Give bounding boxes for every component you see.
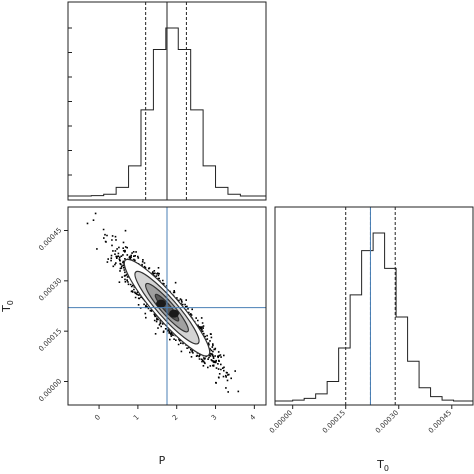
scatter-y-axis-title: T0 [0, 300, 15, 313]
scatter-xtick-label: 4 [249, 413, 258, 422]
histogram-t0-x-ticks: 0.00000 0.00015 0.00030 0.00045 [268, 405, 453, 435]
histogram-p-frame [67, 1, 267, 201]
scatter-xtick-label: 2 [171, 413, 180, 422]
histogram-t0-xtick-label: 0.00030 [374, 409, 400, 435]
histogram-t0-xtick-label: 0.00015 [321, 409, 347, 435]
scatter-xtick-label: 0 [93, 413, 102, 422]
histogram-t0-quantiles [345, 207, 396, 405]
y-axis-title-subscript: 0 [6, 300, 15, 305]
scatter-xtick-label: 3 [210, 413, 219, 422]
histogram-t0-xtick-label: 0.00000 [268, 409, 294, 435]
contour-core-blob [169, 309, 179, 318]
x-axis-title-subscript: 0 [384, 464, 389, 473]
scatter-frame [67, 206, 267, 406]
scatter-ytick-label: 0.00045 [37, 226, 63, 252]
histogram-step-line [68, 27, 266, 197]
scatter-ytick-label: 0.00015 [37, 327, 63, 353]
scatter-ytick-label: 0.00000 [37, 377, 63, 403]
x-axis-title-letter: T [376, 458, 384, 471]
histogram-p-yticks [68, 27, 72, 176]
scatter-x-ticks: 0 1 2 3 4 [93, 405, 258, 422]
histogram-t0-xtick-label: 0.00045 [427, 409, 453, 435]
histogram-step-line [275, 232, 473, 402]
histogram-t0-x-axis-title: T0 [376, 458, 389, 473]
histogram-p-panel [67, 1, 267, 201]
histogram-t0-frame [274, 206, 474, 406]
histogram-p-quantiles [145, 2, 187, 200]
histogram-t0-panel: 0.00000 0.00015 0.00030 0.00045 T0 [268, 206, 474, 473]
histogram-t0-steps [275, 232, 473, 402]
histogram-p-steps [68, 27, 266, 197]
contour-core-blob [156, 299, 166, 308]
scatter-ytick-label: 0.00030 [37, 277, 63, 303]
y-axis-title-letter: T [0, 305, 13, 313]
scatter-x-axis-title: P [159, 454, 166, 467]
scatter-y-ticks: 0.00000 0.00015 0.00030 0.00045 [37, 226, 68, 403]
scatter-xtick-label: 1 [132, 413, 141, 422]
scatter-truth-lines [68, 207, 266, 405]
